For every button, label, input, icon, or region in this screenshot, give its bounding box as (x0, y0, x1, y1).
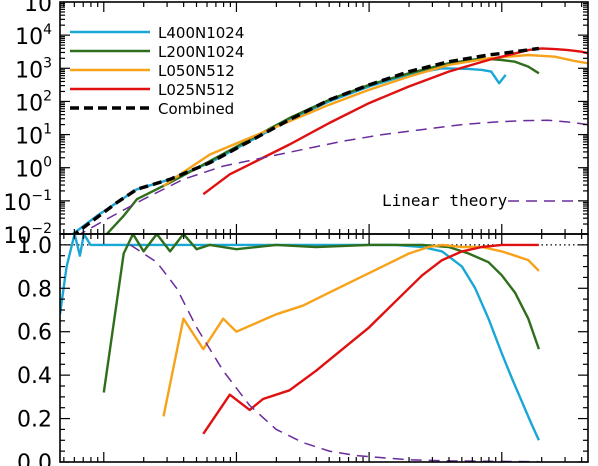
y-tick-label: 10−2 (3, 221, 52, 249)
top-panel: 104 103 102 101 100 10−1 10−2 10 (3, 0, 589, 249)
y-tick-label: 0.8 (17, 277, 52, 302)
y-tick-label: 0.6 (17, 321, 52, 346)
y-tick-label: 0.4 (17, 364, 52, 389)
series-l025n512 (202, 47, 588, 196)
y-tick-label: 1.0 (17, 234, 52, 259)
series-l400n1024 (70, 67, 507, 234)
y-tick-label: 10−1 (3, 188, 52, 216)
legend-label: L025N512 (158, 81, 235, 99)
series-combined (72, 46, 540, 234)
legend-label: L400N1024 (158, 24, 244, 42)
bottom-panel: 0.0 0.2 0.4 0.6 0.8 1.0 (17, 233, 589, 466)
bottom-frame (59, 233, 589, 463)
series-l050n512 (162, 243, 540, 417)
series-l050n512 (162, 53, 588, 187)
series-linear-theory (129, 244, 539, 462)
y-tick-label: 102 (15, 88, 52, 116)
series-l400n1024 (60, 234, 540, 441)
bottom-series (60, 234, 541, 462)
top-series (70, 46, 588, 234)
legend-label: L200N1024 (158, 43, 244, 61)
y-tick-label: 0.0 (17, 451, 52, 466)
annotation-linear-theory: Linear theory (382, 191, 508, 210)
legend-label: L050N512 (158, 62, 235, 80)
legend: L400N1024L200N1024L050N512L025N512Combin… (70, 24, 244, 118)
y-tick-label: 101 (15, 122, 52, 150)
y-tick-label: 103 (15, 55, 52, 83)
series-l025n512 (202, 243, 539, 435)
y-tick-label: 0.2 (17, 408, 52, 433)
series-linear-theory (78, 119, 588, 234)
y-tick-label: 100 (15, 155, 52, 183)
y-tick-label: 10 (24, 0, 52, 17)
annotation-group: Linear theory (382, 191, 578, 210)
y-tick-label: 104 (15, 22, 52, 50)
legend-label: Combined (158, 100, 234, 118)
series-l200n1024 (102, 234, 541, 393)
